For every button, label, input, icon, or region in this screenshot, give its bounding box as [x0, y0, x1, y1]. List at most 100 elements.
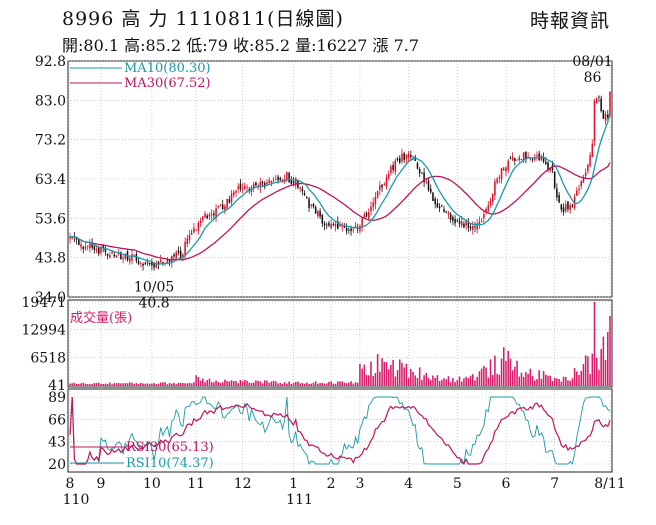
- volume-bar: [140, 382, 142, 386]
- candle-body: [168, 259, 171, 262]
- candle-body: [142, 263, 144, 266]
- rsi-lines: [69, 396, 611, 466]
- candle-body: [392, 165, 394, 170]
- volume-bar: [286, 383, 288, 386]
- candle-body: [109, 255, 111, 258]
- volume-bar: [604, 359, 607, 386]
- volume-bar: [609, 315, 611, 386]
- candle-body: [341, 225, 343, 228]
- volume-bar: [416, 377, 419, 386]
- volume-bar: [569, 380, 571, 386]
- candle-body: [325, 224, 328, 226]
- volume-bar: [224, 379, 226, 386]
- volume-bar: [421, 380, 423, 386]
- candle-body: [576, 190, 578, 196]
- volume-bar: [520, 372, 523, 386]
- price-tick-label: 53.6: [35, 211, 66, 227]
- candle-body: [292, 181, 295, 184]
- candle-body: [104, 248, 107, 252]
- candle-body: [310, 204, 313, 206]
- candle-body: [332, 224, 335, 225]
- candle-body: [531, 159, 534, 161]
- volume-bar: [374, 373, 377, 386]
- candle-body: [235, 190, 237, 193]
- candle-body: [177, 250, 180, 253]
- legend-label: MA30(67.52): [124, 76, 211, 91]
- candle-body: [447, 212, 450, 215]
- candle-body: [379, 185, 381, 190]
- volume-bar: [343, 382, 346, 386]
- candle-body: [363, 214, 366, 219]
- candle-body: [343, 226, 346, 228]
- candle-body: [595, 98, 598, 104]
- candle-body: [106, 253, 109, 256]
- volume-bar: [144, 383, 147, 386]
- volume-bar: [458, 376, 461, 386]
- candle-body: [354, 226, 357, 228]
- volume-bar: [487, 377, 490, 386]
- volume-bar: [263, 380, 266, 386]
- candle-body: [82, 246, 85, 249]
- volume-bar: [279, 382, 282, 386]
- price-tick-label: 83.0: [35, 93, 66, 109]
- price-tick-label: 34.0: [35, 290, 66, 306]
- quote-summary: 開:80.1 高:85.2 低:79 收:85.2 量:16227 漲 7.7: [62, 36, 420, 55]
- candle-body: [348, 229, 350, 231]
- volume-bar: [576, 371, 578, 386]
- volume-bar: [186, 383, 189, 386]
- candle-body: [244, 185, 246, 189]
- volume-bar: [578, 375, 580, 386]
- candle-body: [609, 91, 611, 116]
- volume-bar: [210, 382, 213, 386]
- candle-body: [449, 213, 452, 220]
- candle-body: [394, 160, 397, 172]
- candle-body: [213, 213, 215, 216]
- volume-bar: [69, 383, 71, 386]
- volume-bar: [257, 380, 259, 386]
- volume-bar: [352, 383, 355, 386]
- candle-body: [587, 164, 589, 172]
- moving-average-lines: [69, 111, 611, 265]
- x-tick-label: 8/11: [594, 476, 625, 492]
- candle-body: [365, 213, 368, 217]
- candle-body: [210, 214, 213, 215]
- candle-body: [607, 114, 609, 118]
- volume-bar: [507, 350, 509, 386]
- candle-body: [602, 110, 605, 119]
- candle-body: [511, 156, 514, 161]
- x-tick-label: 10: [143, 476, 161, 492]
- candle-body: [78, 238, 80, 245]
- volume-bar: [427, 377, 430, 386]
- volume-bar: [356, 382, 359, 386]
- candle-body: [569, 205, 571, 211]
- volume-bar: [412, 371, 414, 386]
- candle-body: [80, 244, 82, 248]
- volume-bar: [383, 361, 386, 386]
- candle-body: [480, 220, 483, 222]
- volume-bar: [109, 382, 111, 386]
- volume-tick-label: 41: [48, 378, 66, 394]
- volume-bar: [171, 383, 173, 386]
- source-label: 時報資訊: [530, 10, 611, 32]
- volume-bar: [221, 382, 224, 386]
- volume-bar: [80, 383, 82, 386]
- volume-bar: [348, 382, 350, 386]
- volume-bar: [392, 359, 394, 386]
- candle-body: [246, 187, 248, 188]
- candle-body: [217, 205, 220, 207]
- volume-bar: [151, 383, 153, 386]
- volume-bar: [547, 375, 549, 386]
- candle-body: [69, 236, 71, 239]
- candle-body: [491, 193, 494, 202]
- volume-bar: [124, 383, 127, 386]
- candle-body: [385, 177, 388, 187]
- candle-body: [567, 201, 569, 210]
- candle-body: [465, 221, 467, 226]
- volume-bar: [202, 378, 204, 386]
- volume-tick-label: 6518: [30, 350, 66, 366]
- candle-body: [578, 188, 580, 191]
- volume-bars: [69, 302, 611, 386]
- volume-bar: [235, 380, 237, 386]
- volume-bar: [84, 383, 87, 386]
- volume-bar: [294, 381, 297, 386]
